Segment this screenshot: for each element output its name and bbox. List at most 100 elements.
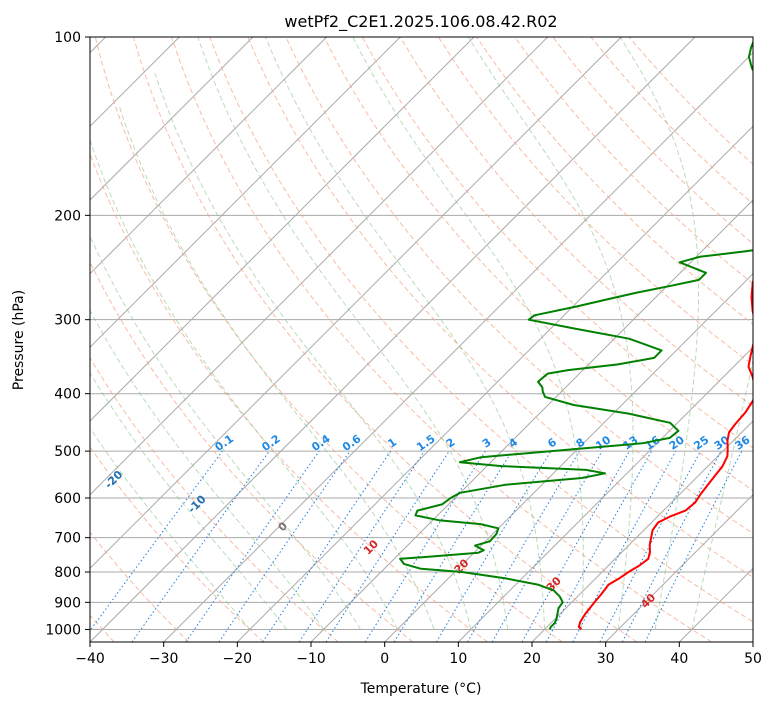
x-tick-label: 20 [523, 651, 541, 667]
dry-adiabat-label: -30 [22, 441, 45, 464]
mixing-ratio-line [218, 450, 351, 642]
dry-adiabat [94, 37, 563, 642]
dry-adiabat [361, 37, 753, 449]
y-tick-label: 800 [54, 565, 81, 581]
dry-adiabat [399, 37, 753, 407]
mixing-ratio-line [572, 450, 677, 642]
moist-adiabat [352, 37, 584, 630]
moist-adiabat [467, 37, 634, 630]
y-axis: 100 200 300 400 500 600 700 800 900 1000 [45, 30, 90, 638]
moist-adiabat [118, 104, 435, 630]
dry-adiabat [323, 37, 753, 491]
mixing-ratio-line [325, 450, 450, 642]
y-tick-label: 300 [54, 313, 81, 329]
moist-adiabat [619, 37, 699, 630]
y-tick-label: 500 [54, 444, 81, 460]
x-tick-label: 40 [670, 651, 688, 667]
dry-adiabat [90, 356, 339, 642]
mixing-ratio-line [393, 450, 513, 642]
dry-adiabat [90, 446, 264, 642]
mixing-ratio-line [298, 450, 425, 642]
moist-adiabat [154, 72, 472, 630]
moist-adiabat [90, 138, 398, 630]
moist-adiabat [691, 358, 753, 630]
mixing-ratio-label: 20 [667, 433, 687, 453]
y-tick-label: 400 [54, 387, 81, 403]
temperature-profile [577, 278, 753, 631]
isotherm-line [163, 51, 753, 642]
x-tick-label: −10 [296, 651, 326, 667]
mixing-ratio-label: 6 [545, 435, 559, 450]
y-tick-label: 200 [54, 208, 81, 224]
x-tick-label: 10 [449, 651, 467, 667]
moist-adiabat [197, 37, 509, 630]
x-tick-label: −40 [75, 651, 105, 667]
mixing-ratio-line [545, 450, 653, 642]
plot-area: 0.10.20.40.611.52346810131620253036-100-… [22, 37, 753, 642]
y-tick-label: 700 [54, 531, 81, 547]
isotherm-line [236, 125, 753, 642]
moist-adiabat [265, 37, 546, 630]
y-tick-label: 1000 [45, 622, 81, 638]
mixing-ratio-line [131, 450, 270, 642]
dry-adiabat [552, 37, 753, 245]
moist-adiabat [90, 309, 325, 630]
dry-adiabat [247, 37, 753, 578]
y-tick-label: 600 [54, 491, 81, 507]
dry-adiabat [285, 37, 753, 535]
x-tick-label: 0 [380, 651, 389, 667]
mixing-ratio-label: 10 [593, 433, 613, 453]
mixing-ratio-label: 3 [480, 436, 494, 451]
dry-adiabat [132, 37, 638, 642]
mixing-ratio-line [644, 450, 743, 642]
dewpoint-profile [399, 40, 753, 630]
isotherm-line [531, 420, 753, 642]
isotherm-line [90, 37, 549, 496]
dry-adiabat-label: -20 [102, 468, 125, 491]
mixing-ratio-label: 4 [506, 435, 520, 450]
dry-adiabat [90, 152, 488, 642]
y-tick-label: 900 [54, 595, 81, 611]
dry-adiabat-label: 0 [276, 519, 291, 534]
x-axis: −40 −30 −20 −10 0 10 20 30 40 50 [75, 642, 762, 667]
mixing-ratio-label: 1 [385, 436, 399, 451]
x-tick-label: −30 [149, 651, 179, 667]
x-axis-title: Temperature (°C) [360, 681, 482, 697]
y-axis-title: Pressure (hPa) [11, 290, 27, 390]
moist-adiabat [90, 371, 288, 630]
isotherm-line [90, 37, 254, 201]
mixing-ratio-line [521, 450, 630, 642]
dry-adiabat-label: 40 [638, 591, 658, 611]
mixing-ratio-line [435, 450, 552, 642]
dry-adiabat [437, 37, 753, 366]
dry-adiabat [90, 531, 190, 642]
mixing-ratio-line [621, 450, 722, 642]
moist-adiabat [90, 235, 361, 630]
isotherm-line [752, 641, 753, 642]
mixing-ratio-line [90, 450, 223, 632]
isotherm-line [384, 272, 753, 642]
dry-adiabat [209, 37, 753, 623]
x-tick-label: 50 [744, 651, 762, 667]
isotherm-line [90, 37, 475, 422]
isotherm-line [310, 199, 753, 642]
plot-frame [89, 36, 754, 643]
mixing-ratio-label: 25 [691, 433, 711, 452]
y-tick-label: 100 [54, 30, 81, 46]
isotherm-line [90, 37, 622, 570]
isotherm-line [90, 37, 401, 349]
isotherm-line [90, 37, 328, 275]
chart-title: wetPf2_C2E1.2025.106.08.42.R02 [284, 12, 557, 32]
isotherm-line [678, 567, 753, 642]
x-tick-label: −20 [223, 651, 253, 667]
moist-adiabat [90, 427, 251, 630]
isotherm-line [457, 346, 753, 642]
dry-adiabat [514, 37, 753, 285]
dry-adiabat [590, 37, 753, 205]
mixing-ratio-label: 36 [733, 433, 753, 453]
dry-adiabat [90, 260, 414, 642]
isotherm-line [605, 493, 753, 642]
x-tick-label: 30 [597, 651, 615, 667]
